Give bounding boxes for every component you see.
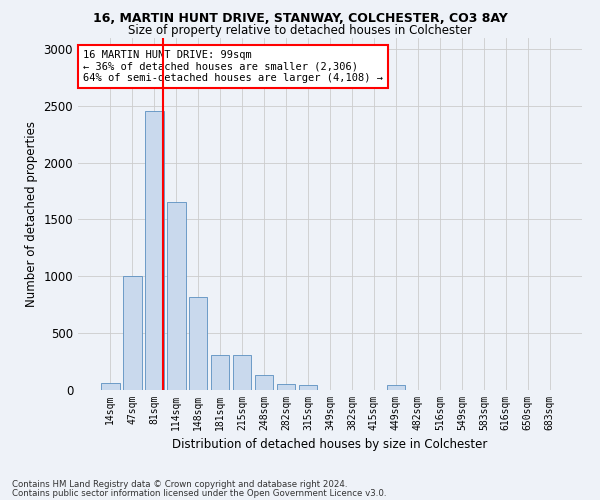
Bar [277,384,295,390]
Bar [255,375,274,390]
Bar [101,383,119,390]
Y-axis label: Number of detached properties: Number of detached properties [25,120,38,306]
Text: Contains HM Land Registry data © Crown copyright and database right 2024.: Contains HM Land Registry data © Crown c… [12,480,347,489]
Bar [189,297,208,390]
Bar [123,276,142,390]
Text: Size of property relative to detached houses in Colchester: Size of property relative to detached ho… [128,24,472,37]
Bar [167,202,185,390]
Text: Contains public sector information licensed under the Open Government Licence v3: Contains public sector information licen… [12,488,386,498]
Bar [211,355,229,390]
Bar [233,355,251,390]
Bar [145,112,164,390]
Text: 16 MARTIN HUNT DRIVE: 99sqm
← 36% of detached houses are smaller (2,306)
64% of : 16 MARTIN HUNT DRIVE: 99sqm ← 36% of det… [83,50,383,83]
Bar [299,385,317,390]
Text: 16, MARTIN HUNT DRIVE, STANWAY, COLCHESTER, CO3 8AY: 16, MARTIN HUNT DRIVE, STANWAY, COLCHEST… [92,12,508,26]
X-axis label: Distribution of detached houses by size in Colchester: Distribution of detached houses by size … [172,438,488,452]
Bar [386,386,405,390]
